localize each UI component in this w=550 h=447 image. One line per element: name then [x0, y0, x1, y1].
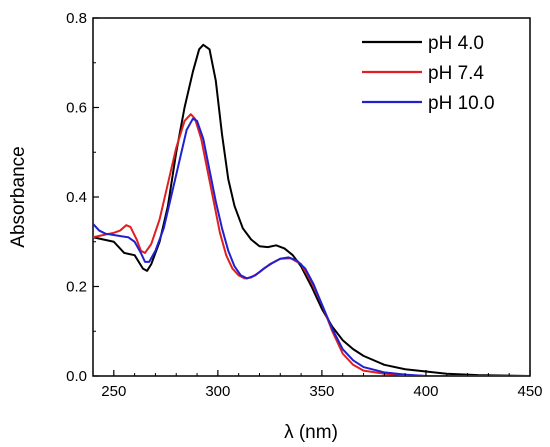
legend: pH 4.0 pH 7.4 pH 10.0 [362, 33, 495, 114]
x-tick-label: 300 [205, 383, 230, 400]
y-tick-label: 0.0 [66, 368, 87, 385]
series-line-2 [93, 113, 530, 376]
y-axis-title: Absorbance [8, 146, 29, 247]
legend-label: pH 4.0 [428, 33, 484, 54]
series-line-1 [93, 43, 530, 376]
series-layer [93, 43, 530, 376]
y-tick-label: 0.4 [66, 189, 87, 206]
legend-label: pH 7.4 [428, 63, 484, 84]
y-tick-label: 0.2 [66, 279, 87, 296]
y-tick-label: 0.8 [66, 10, 87, 27]
series-line-3 [93, 117, 530, 376]
x-tick-label: 350 [309, 383, 334, 400]
legend-label: pH 10.0 [428, 93, 495, 114]
x-tick-label: 250 [101, 383, 126, 400]
x-tick-label: 450 [517, 383, 542, 400]
ticks-layer: 250 300 350 400 450 0.0 0.2 0.4 0.6 0.8 [66, 10, 542, 400]
y-tick-label: 0.6 [66, 100, 87, 117]
x-axis-title: λ (nm) [284, 422, 338, 443]
x-tick-label: 400 [413, 383, 438, 400]
